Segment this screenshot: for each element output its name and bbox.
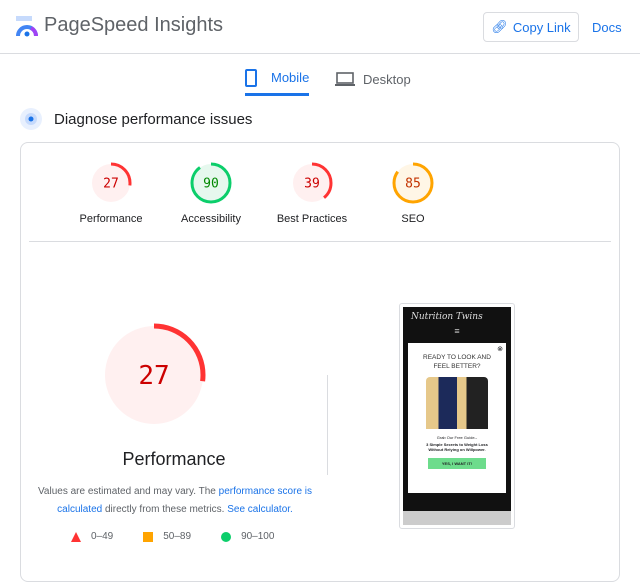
- divider: [327, 375, 328, 475]
- menu-icon: ≡: [454, 326, 460, 336]
- docs-link[interactable]: Docs: [592, 20, 622, 35]
- gauge-label: SEO: [401, 213, 425, 225]
- phone-icon: [245, 68, 257, 87]
- copy-link-label: Copy Link: [512, 19, 571, 35]
- guide-intro: Grab Our Free Guide--: [436, 435, 478, 440]
- section-heading: Diagnose performance issues: [20, 108, 252, 130]
- gauge-ring: 39: [291, 162, 333, 204]
- tab-label: Desktop: [363, 71, 411, 87]
- gauge-label: Performance: [79, 213, 143, 225]
- note-text: Values are estimated and may vary. The: [37, 486, 219, 497]
- gauge-background: [394, 164, 432, 202]
- gauge-arc: [291, 162, 333, 204]
- score-note: Values are estimated and may vary. The p…: [35, 483, 315, 519]
- gauge-label: Best Practices: [276, 213, 348, 225]
- gauge-performance[interactable]: 27 Performance: [66, 161, 156, 225]
- pagespeed-logo-icon: [16, 16, 38, 37]
- gauge-ring: 27: [90, 162, 132, 204]
- gauge-seo[interactable]: 85 SEO: [368, 161, 458, 225]
- app-title: PageSpeed Insights: [44, 14, 224, 36]
- divider: [29, 241, 611, 242]
- legend-range: 50–89: [163, 531, 192, 542]
- gauge-background: [92, 164, 130, 202]
- gauge-score: 27: [103, 177, 119, 192]
- cta-button: YES, I WANT IT!: [428, 458, 486, 469]
- gauge-background: [105, 326, 203, 424]
- gauge-accessibility[interactable]: 90 Accessibility: [166, 161, 256, 225]
- circle-icon: [221, 531, 232, 542]
- legend-range: 0–49: [91, 531, 114, 542]
- performance-gauge-large: 27: [102, 323, 206, 427]
- gauge-background: [293, 164, 331, 202]
- tab-label: Mobile: [271, 70, 310, 85]
- tab-desktop[interactable]: Desktop: [335, 62, 411, 96]
- legend-average: 50–89: [143, 531, 191, 542]
- close-icon: ⊗: [497, 346, 503, 353]
- see-calculator-link[interactable]: See calculator.: [227, 504, 293, 515]
- triangle-icon: [71, 531, 81, 542]
- gauge-best-practices[interactable]: 39 Best Practices: [267, 161, 357, 225]
- gauge-score: 27: [138, 361, 169, 391]
- gauge-arc: [392, 162, 434, 204]
- link-icon: 🔗︎: [491, 19, 508, 34]
- page-screenshot: Nutrition Twins ≡ ⊗ READY TO LOOK AND FE…: [399, 303, 515, 529]
- diagnose-icon: [20, 108, 42, 130]
- note-text: directly from these metrics.: [102, 504, 228, 515]
- gauge-score: 85: [405, 177, 421, 192]
- score-calculated-link[interactable]: performance score is calculated: [57, 486, 313, 515]
- cookie-bar: [403, 511, 511, 525]
- performance-label: Performance: [122, 449, 226, 469]
- guide-title: 3 Simple Secrets to Weight Loss Without …: [426, 442, 488, 452]
- gauge-arc: [190, 162, 232, 204]
- legend-pass: 90–100: [221, 531, 274, 542]
- popup-title: READY TO LOOK AND FEEL BETTER?: [423, 354, 491, 370]
- gauge-ring: 90: [190, 162, 232, 204]
- site-logo: Nutrition Twins: [411, 312, 483, 322]
- popup: ⊗ READY TO LOOK AND FEEL BETTER? Grab Ou…: [408, 343, 506, 493]
- square-icon: [143, 531, 154, 542]
- gauge-score: 90: [203, 177, 219, 192]
- gauge-background: [192, 164, 230, 202]
- legend-range: 90–100: [241, 531, 275, 542]
- tab-mobile[interactable]: Mobile: [245, 62, 310, 96]
- gauge-score: 39: [304, 177, 320, 192]
- gauge-label: Accessibility: [181, 213, 241, 225]
- report-card: 27 Performance 90 Accessibility 39 Best Pract…: [20, 142, 620, 582]
- score-legend: 0–49 50–89 90–100: [71, 531, 274, 542]
- section-title: Diagnose performance issues: [54, 110, 253, 128]
- laptop-icon: [335, 72, 355, 86]
- twins-photo: [426, 377, 488, 429]
- header: PageSpeed Insights 🔗︎ Copy Link Docs: [0, 0, 640, 54]
- gauge-arc: [90, 162, 132, 204]
- gauge-ring: 85: [392, 162, 434, 204]
- legend-fail: 0–49: [71, 531, 113, 542]
- copy-link-button[interactable]: 🔗︎ Copy Link: [483, 12, 579, 42]
- gauge-arc: [102, 323, 206, 427]
